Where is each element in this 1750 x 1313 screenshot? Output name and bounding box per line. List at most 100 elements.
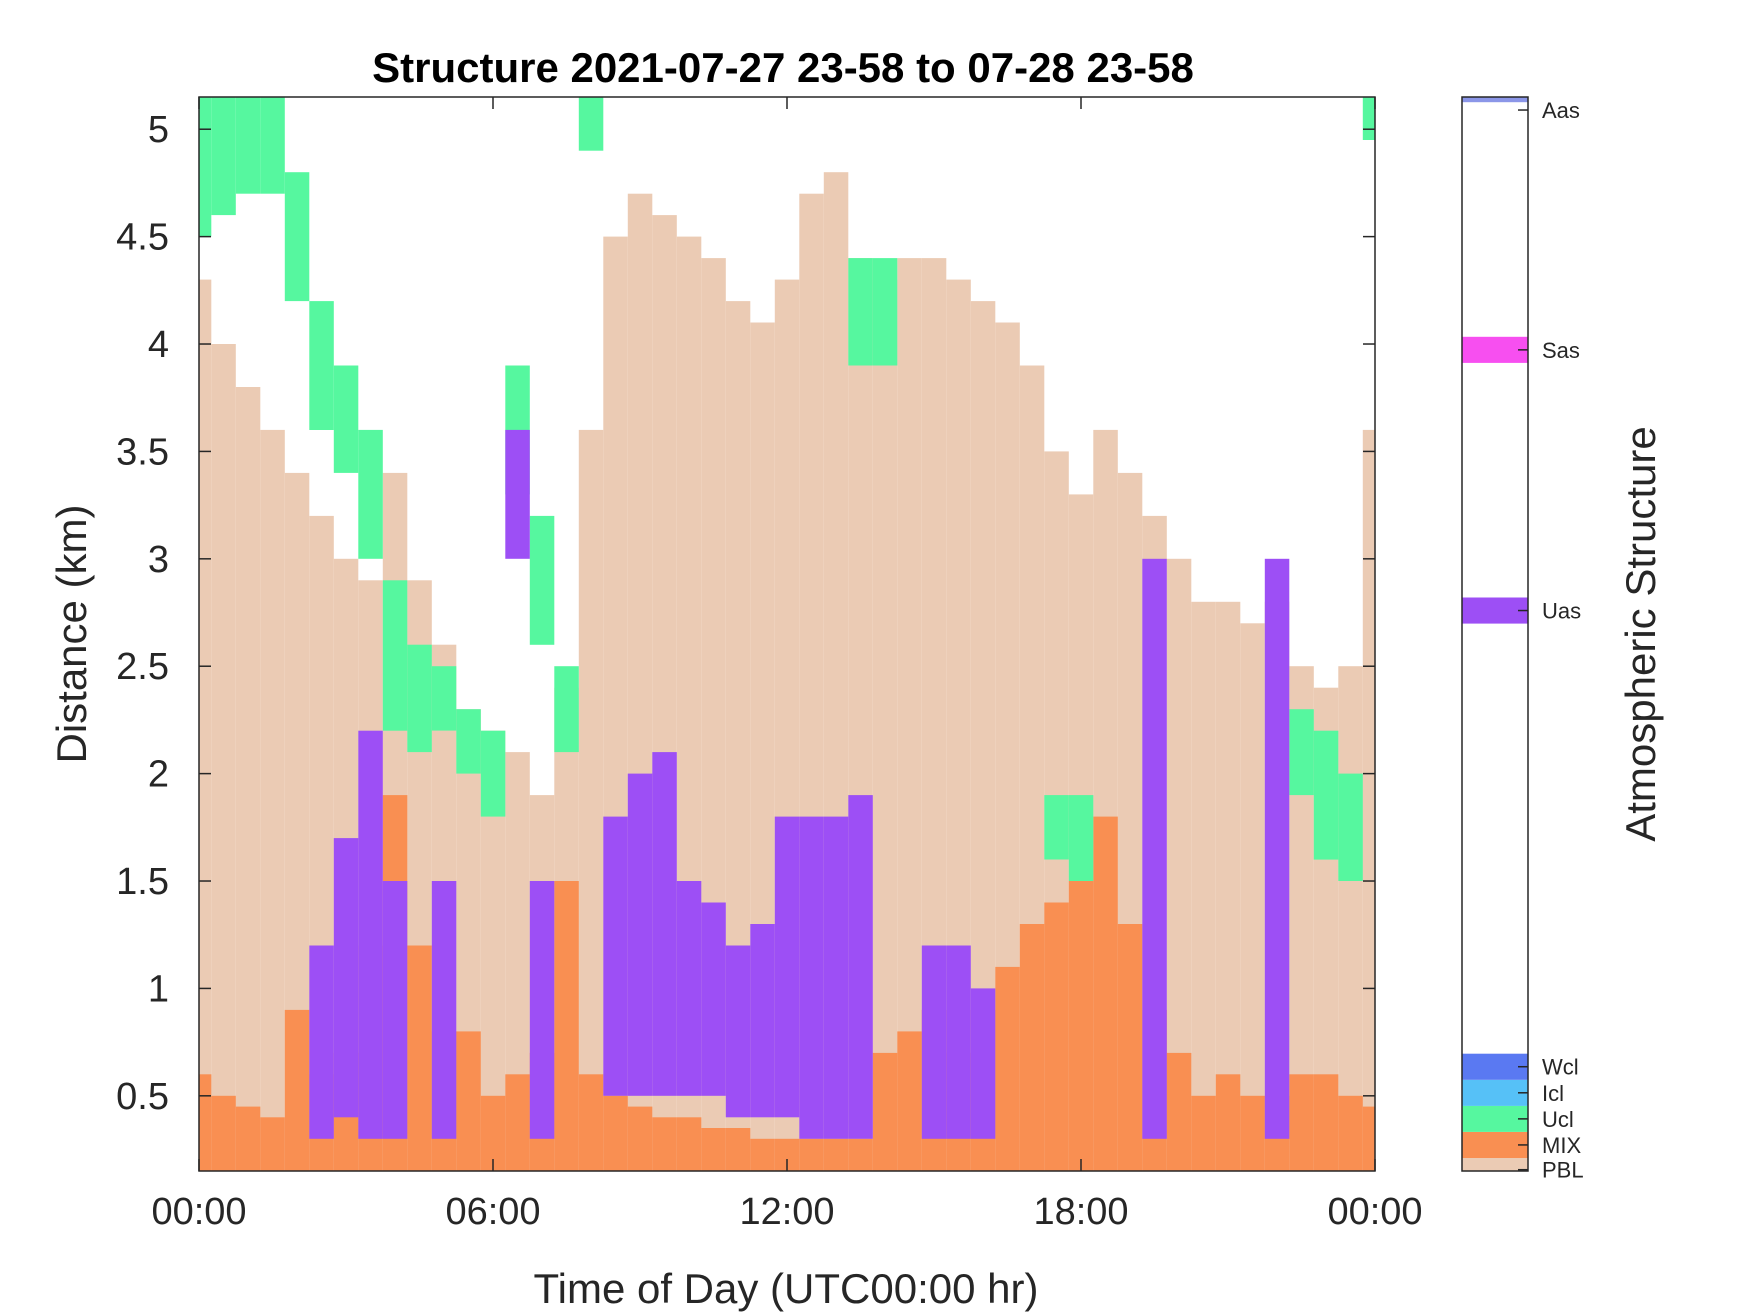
pbl-bar-29 [897, 258, 922, 1172]
uas-segment-20 [970, 988, 996, 1139]
y-tick-label-2: 1.5 [116, 861, 169, 903]
y-tick-label-5: 3 [148, 539, 169, 581]
uas-segment-12 [725, 945, 751, 1118]
uas-segment-17 [848, 795, 873, 1139]
mix-bar-9 [407, 945, 432, 1171]
mix-bar-42 [1215, 1074, 1241, 1171]
mix-bar-41 [1191, 1095, 1216, 1171]
ucl-segment-2 [235, 97, 261, 194]
uas-segment-0 [309, 945, 334, 1139]
uas-segment-21 [1142, 558, 1167, 1139]
ucl-segment-24 [1362, 97, 1376, 140]
ucl-segment-8 [382, 580, 408, 731]
colorbar-label-wcl: Wcl [1542, 1055, 1579, 1080]
colorbar-frame [1461, 96, 1529, 1172]
x-tick-label-3: 18:00 [1033, 1191, 1128, 1233]
pbl-bar-2 [235, 387, 261, 1171]
pbl-bar-48 [1362, 429, 1376, 1171]
uas-segment-10 [676, 881, 702, 1096]
pbl-bar-0 [199, 279, 212, 1172]
uas-segment-7 [603, 816, 628, 1096]
colorbar-swatch-wcl [1462, 1053, 1528, 1080]
mix-bar-0 [199, 1074, 212, 1171]
ucl-segment-3 [260, 97, 285, 194]
x-tick-label-4: 00:00 [1327, 1191, 1422, 1233]
mix-bar-45 [1289, 1074, 1314, 1171]
ucl-segment-9 [407, 644, 432, 753]
mix-bar-15 [554, 881, 579, 1171]
ucl-segment-10 [431, 666, 457, 731]
mix-bar-43 [1240, 1095, 1265, 1171]
uas-segment-2 [358, 730, 383, 1139]
ucl-segment-19 [1044, 795, 1069, 860]
x-axis: 00:00 06:00 12:00 18:00 00:00 [151, 97, 1423, 1233]
uas-segment-19 [946, 945, 971, 1139]
uas-segment-6 [529, 881, 555, 1139]
mix-bar-27 [848, 1138, 873, 1171]
colorbar-swatch-pbl [1462, 1156, 1528, 1171]
y-axis: 0.5 1 1.5 2 2.5 3 3.5 4 4.5 5 [116, 109, 1375, 1118]
y-axis-label: Distance (km) [48, 504, 95, 763]
chart-title: Structure 2021-07-27 23-58 to 07-28 23-5… [372, 44, 1194, 91]
mix-bar-46 [1313, 1074, 1339, 1171]
y-tick-label-7: 4 [148, 324, 169, 366]
mix-bar-1 [211, 1095, 236, 1171]
mix-bar-17 [603, 1095, 628, 1171]
colorbar-swatch-ucl [1462, 1105, 1528, 1132]
colorbar-label-aas: Aas [1542, 98, 1580, 123]
colorbar-label-uas: Uas [1542, 599, 1581, 624]
ucl-segment-1 [211, 97, 236, 216]
colorbar-label: Atmospheric Structure [1617, 426, 1664, 842]
uas-segment-14 [774, 816, 800, 1118]
ucl-segment-4 [284, 172, 310, 302]
y-tick-label-9: 5 [148, 109, 169, 151]
x-tick-label-1: 06:00 [445, 1191, 540, 1233]
mix-bar-2 [235, 1106, 261, 1171]
uas-segment-13 [750, 924, 775, 1118]
pbl-bar-47 [1338, 666, 1363, 1171]
colorbar-label-mix: MIX [1542, 1133, 1581, 1158]
mix-bar-25 [799, 1138, 824, 1171]
mix-bar-22 [725, 1128, 751, 1171]
ucl-segment-18 [872, 258, 898, 366]
uas-segment-1 [333, 838, 359, 1118]
y-tick-label-0: 0.5 [116, 1076, 169, 1118]
mix-bar-36 [1068, 881, 1094, 1171]
colorbar-label-ucl: Ucl [1542, 1107, 1574, 1132]
mix-bar-3 [260, 1117, 285, 1171]
colorbar-swatch-aas [1462, 97, 1528, 103]
mix-bar-29 [897, 1031, 922, 1171]
mix-bar-16 [578, 1074, 604, 1171]
y-tick-label-4: 2.5 [116, 646, 169, 688]
mix-bar-19 [652, 1117, 677, 1171]
uas-segment-8 [627, 773, 653, 1096]
y-tick-label-1: 1 [148, 968, 169, 1010]
y-tick-label-6: 3.5 [116, 431, 169, 473]
mix-bar-26 [823, 1138, 849, 1171]
mix-bar-40 [1166, 1052, 1192, 1171]
mix-bar-20 [676, 1117, 702, 1171]
ucl-segment-23 [1338, 773, 1363, 881]
uas-segment-15 [799, 816, 824, 1139]
x-tick-label-2: 12:00 [739, 1191, 834, 1233]
colorbar-swatch-sas [1462, 336, 1528, 363]
colorbar-swatch-mix [1462, 1131, 1528, 1158]
mix-bar-23 [750, 1138, 775, 1171]
mix-bar-38 [1117, 924, 1143, 1171]
mix-bar-28 [872, 1052, 898, 1171]
ucl-segment-12 [480, 730, 506, 817]
mix-bar-21 [701, 1128, 726, 1171]
mix-bar-12 [480, 1095, 506, 1171]
ucl-segment-14 [529, 515, 555, 645]
ucl-segment-16 [578, 97, 604, 151]
mix-bar-33 [995, 966, 1020, 1171]
mix-bar-48 [1362, 1106, 1376, 1171]
colorbar-background [1462, 97, 1528, 1171]
mix-bar-18 [627, 1106, 653, 1171]
uas-segment-18 [921, 945, 947, 1139]
ucl-segment-20 [1068, 795, 1094, 881]
pbl-bar-28 [872, 279, 898, 1172]
pbl-bar-1 [211, 344, 236, 1171]
